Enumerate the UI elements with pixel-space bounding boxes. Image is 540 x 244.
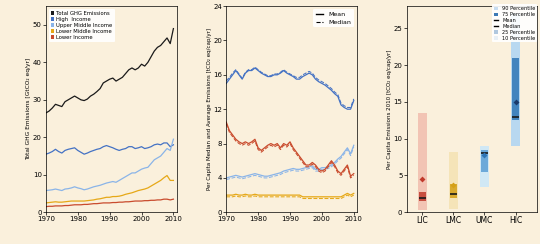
Legend: 90 Percentile, 75 Percentile, Mean, Median, 25 Percentile, 10 Percentile: 90 Percentile, 75 Percentile, Mean, Medi… [492, 4, 537, 42]
Bar [450, 184, 457, 198]
Bar [449, 152, 457, 209]
Bar [418, 113, 427, 210]
Legend: Mean, Median: Mean, Median [313, 9, 354, 28]
Bar [480, 146, 489, 186]
Bar [481, 150, 488, 172]
Y-axis label: Per Capita Emissions 2010 [tCO₂ eq/cap/yr]: Per Capita Emissions 2010 [tCO₂ eq/cap/y… [387, 50, 392, 169]
Y-axis label: Per Capita Median and Average Emissions [tCO₂ eq/cap/yr]: Per Capita Median and Average Emissions … [207, 28, 212, 190]
Bar [512, 58, 519, 120]
Y-axis label: Total GHG Emissions [GtCO₂ eq/yr]: Total GHG Emissions [GtCO₂ eq/yr] [26, 58, 31, 160]
Bar [511, 13, 520, 146]
Legend: Total GHG Emissions, High  Income, Upper Middle Income, Lower Middle Income, Low: Total GHG Emissions, High Income, Upper … [49, 9, 115, 42]
Bar [418, 192, 426, 201]
